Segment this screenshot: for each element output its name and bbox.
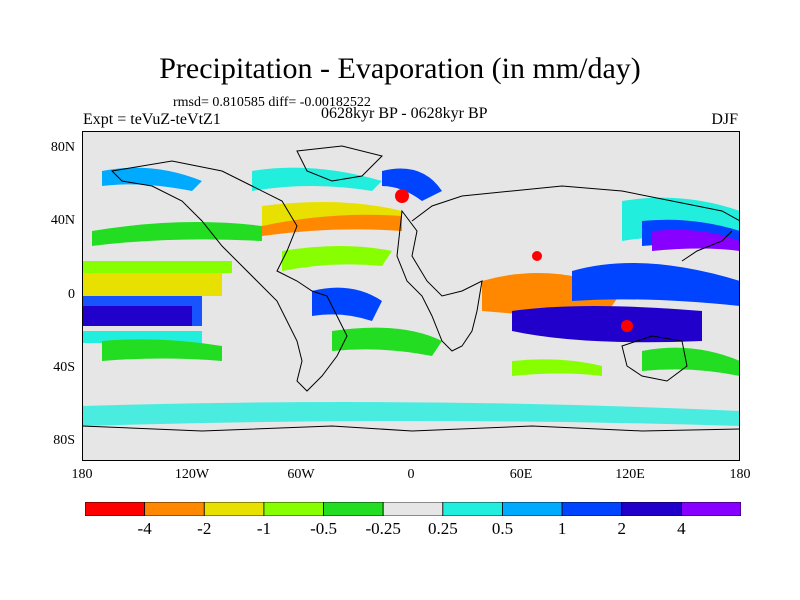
y-tick-40N: 40N [50,213,75,228]
experiment-label: Expt = teVuZ-teVtZ1 [83,111,221,128]
chart-title: Precipitation - Evaporation (in mm/day) [159,52,641,85]
colorbar-swatch [263,502,324,516]
colorbar-swatch [442,502,503,516]
y-tick-40S: 40S [53,360,75,375]
colorbar [85,502,741,516]
colorbar-label: 4 [677,519,686,538]
map-plot [82,131,740,461]
y-tick-80N: 80N [50,140,75,155]
x-tick-60E: 60E [509,467,533,482]
colorbar-label: -0.25 [365,519,401,538]
colorbar-swatch [621,502,682,516]
x-tick-120E: 120E [615,467,645,482]
colorbar-swatch [203,502,265,516]
x-tick-60W: 60W [287,467,315,482]
coastlines [82,145,740,432]
stats-text: rmsd= 0.810585 diff= -0.00182522 [173,95,371,110]
colorbar-label: -4 [137,519,152,538]
colorbar-label: 0.5 [491,519,514,538]
x-tick-0: 0 [407,467,415,482]
colorbar-swatch [382,502,444,516]
y-tick-0: 0 [68,287,75,302]
x-tick-120W: 120W [174,467,210,482]
colorbar-label: -1 [256,519,271,538]
x-tick-180W: 180 [71,467,93,482]
colorbar-label: -2 [197,519,212,538]
y-tick-80S: 80S [53,433,75,448]
colorbar-swatch [561,502,623,516]
colorbar-swatch [85,502,146,516]
colorbar-swatch [323,502,384,516]
colorbar-label: 2 [617,519,626,538]
x-tick-180E: 180 [729,467,751,482]
period-label: 0628kyr BP - 0628kyr BP [321,105,488,122]
colorbar-label: -0.5 [310,519,337,538]
season-label: DJF [711,111,738,128]
colorbar-swatch [502,502,563,516]
colorbar-swatch [144,502,205,516]
colorbar-swatch [680,502,741,516]
anomaly-fields [82,167,740,426]
colorbar-label: 1 [557,519,567,538]
colorbar-label: 0.25 [427,519,458,538]
